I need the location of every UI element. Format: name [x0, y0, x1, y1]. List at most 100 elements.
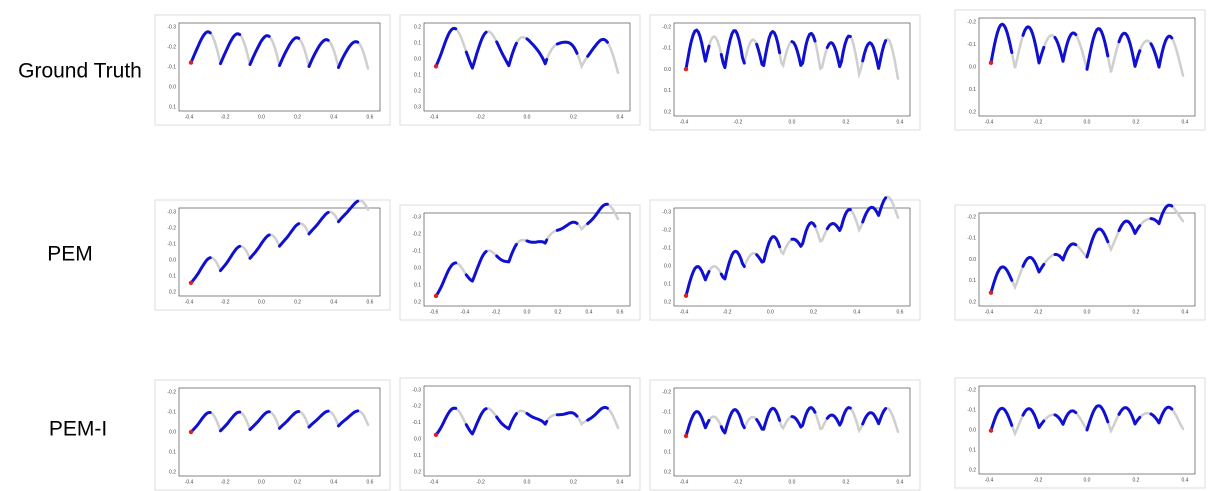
x-tick-label: 0.4: [330, 479, 337, 485]
y-tick-label: 0.1: [414, 282, 421, 288]
plot-area: [423, 212, 631, 307]
ink-stroke: [790, 31, 817, 67]
y-tick-label: -0.2: [967, 214, 976, 220]
ink-stroke: [1021, 407, 1046, 429]
start-point: [188, 60, 194, 65]
x-tick-label: 0.0: [524, 114, 531, 120]
y-tick-label: -0.2: [662, 227, 671, 233]
y-tick-label: 0.0: [414, 265, 421, 271]
ink-stroke: [337, 409, 360, 428]
ink-stroke: [495, 412, 518, 431]
x-tick-label: 0.0: [1084, 119, 1091, 125]
pen-up-stroke: [545, 42, 559, 61]
pen-up-stroke: [1106, 413, 1121, 435]
pen-up-stroke: [707, 415, 723, 428]
x-tick-label: -0.4: [680, 309, 689, 315]
pen-up-stroke: [484, 30, 498, 44]
y-tick-label: -0.2: [412, 404, 421, 410]
pen-up-stroke: [606, 40, 620, 74]
pen-up-stroke: [238, 33, 252, 66]
panel-frame: [399, 377, 641, 491]
pen-up-stroke: [743, 38, 758, 65]
y-tick-label: -0.2: [967, 387, 976, 393]
start-point: [188, 429, 194, 435]
pen-up-stroke: [884, 37, 900, 80]
start-point: [433, 293, 439, 299]
x-tick-label: 0.0: [767, 309, 774, 315]
y-tick-label: 0.2: [969, 109, 976, 115]
ink-stroke: [1053, 31, 1078, 63]
x-tick-label: -0.4: [185, 114, 194, 120]
x-tick-label: 0.4: [853, 309, 860, 315]
y-tick-label: 0.1: [169, 449, 176, 455]
ink-stroke: [248, 233, 271, 260]
y-tick-label: -0.3: [412, 387, 421, 393]
pen-up-stroke: [1042, 33, 1057, 49]
ink-stroke: [825, 406, 852, 427]
pen-up-stroke: [326, 210, 340, 223]
y-tick-label: 0.1: [969, 87, 976, 93]
ink-stroke: [1117, 406, 1142, 426]
x-tick-label: 0.4: [897, 479, 904, 485]
ink-stroke: [790, 406, 817, 429]
y-tick-label: 0.0: [664, 67, 671, 73]
x-tick-label: 0.4: [1182, 119, 1189, 125]
ink-stroke: [464, 250, 488, 283]
y-tick-label: 0.2: [169, 289, 176, 295]
ink-stroke: [1021, 25, 1046, 65]
pen-up-stroke: [1010, 265, 1025, 291]
ink-stroke: [464, 30, 488, 70]
pen-up-stroke: [849, 208, 864, 233]
pen-up-stroke: [208, 256, 222, 272]
y-tick-label: 0.2: [414, 88, 421, 94]
x-tick-label: 0.4: [330, 114, 337, 120]
ink-stroke: [495, 242, 518, 264]
pen-up-stroke: [1010, 413, 1025, 437]
y-tick-label: -0.1: [412, 420, 421, 426]
ink-stroke: [555, 411, 579, 418]
x-tick-label: -0.2: [723, 309, 732, 315]
ink-stroke: [219, 410, 242, 433]
y-tick-label: 0.1: [969, 447, 976, 453]
ink-stroke: [825, 34, 852, 69]
panel-frame: [154, 14, 391, 126]
x-tick-label: -0.6: [430, 309, 439, 315]
y-tick-label: 0.2: [969, 299, 976, 305]
x-tick-label: -0.4: [430, 479, 439, 485]
y-tick-label: -0.1: [167, 241, 176, 247]
ink-stroke: [278, 36, 301, 67]
y-tick-label: -0.1: [662, 46, 671, 52]
x-tick-label: -0.4: [430, 114, 439, 120]
pen-up-stroke: [1138, 411, 1153, 419]
x-tick-label: 0.2: [570, 114, 577, 120]
ink-stroke: [525, 238, 549, 245]
x-tick-label: 0.0: [789, 119, 796, 125]
pen-up-stroke: [884, 406, 900, 434]
ink-stroke: [189, 30, 212, 65]
pen-up-stroke: [743, 415, 758, 429]
ink-stroke: [755, 30, 782, 67]
ink-stroke: [307, 210, 330, 236]
x-tick-label: 0.2: [570, 479, 577, 485]
pen-up-stroke: [515, 35, 529, 45]
plot-area: [178, 207, 381, 297]
panel-frame: [154, 379, 391, 491]
x-tick-label: 0.2: [1133, 477, 1140, 483]
ink-stroke: [719, 29, 746, 70]
ink-stroke: [555, 40, 579, 55]
pen-up-stroke: [297, 37, 311, 68]
pen-up-stroke: [743, 252, 758, 268]
y-tick-label: -0.1: [967, 42, 976, 48]
ink-stroke: [434, 26, 458, 68]
ink-stroke: [1149, 203, 1174, 226]
ink-stroke: [861, 39, 888, 70]
x-tick-label: 0.6: [617, 309, 624, 315]
y-tick-label: 0.0: [664, 429, 671, 435]
pen-up-stroke: [575, 222, 589, 232]
pen-up-stroke: [1074, 33, 1089, 71]
plot-area: [978, 17, 1196, 117]
pen-up-stroke: [484, 407, 498, 419]
plot-area: [178, 387, 381, 477]
x-tick-label: 0.4: [1182, 477, 1189, 483]
